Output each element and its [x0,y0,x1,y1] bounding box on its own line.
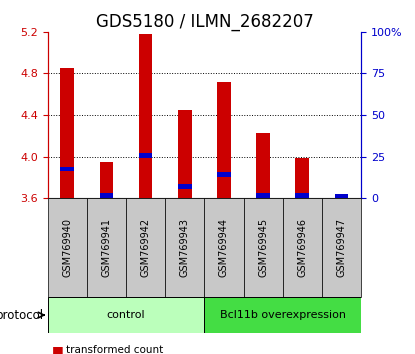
Text: GSM769947: GSM769947 [337,218,347,278]
Text: GSM769940: GSM769940 [62,218,72,277]
Text: GSM769942: GSM769942 [141,218,151,278]
FancyBboxPatch shape [165,198,205,297]
Text: GSM769941: GSM769941 [102,218,112,277]
Bar [100,193,113,198]
Text: protocol: protocol [0,309,44,321]
FancyBboxPatch shape [283,198,322,297]
Text: GSM769945: GSM769945 [258,218,268,278]
Text: GSM769946: GSM769946 [297,218,307,277]
Bar [295,193,309,198]
Bar [61,68,74,198]
Title: GDS5180 / ILMN_2682207: GDS5180 / ILMN_2682207 [95,13,313,30]
Bar [61,167,74,171]
Text: ■: ■ [52,344,63,354]
Bar [139,34,152,198]
Text: control: control [107,310,145,320]
FancyBboxPatch shape [205,297,361,333]
FancyBboxPatch shape [48,198,87,297]
FancyBboxPatch shape [244,198,283,297]
FancyBboxPatch shape [48,297,205,333]
Bar [334,195,348,198]
Bar [295,158,309,198]
Bar [334,194,348,199]
Text: Bcl11b overexpression: Bcl11b overexpression [220,310,346,320]
Bar [100,162,113,198]
Text: GSM769944: GSM769944 [219,218,229,277]
Bar [178,110,192,198]
Bar [178,184,192,189]
Bar [139,153,152,158]
Text: GSM769943: GSM769943 [180,218,190,277]
FancyBboxPatch shape [126,198,165,297]
FancyBboxPatch shape [205,198,244,297]
Bar [217,82,231,198]
Bar [256,133,270,198]
Bar [217,172,231,177]
Text: transformed count: transformed count [66,346,164,354]
FancyBboxPatch shape [87,198,126,297]
FancyBboxPatch shape [322,198,361,297]
Bar [256,193,270,198]
